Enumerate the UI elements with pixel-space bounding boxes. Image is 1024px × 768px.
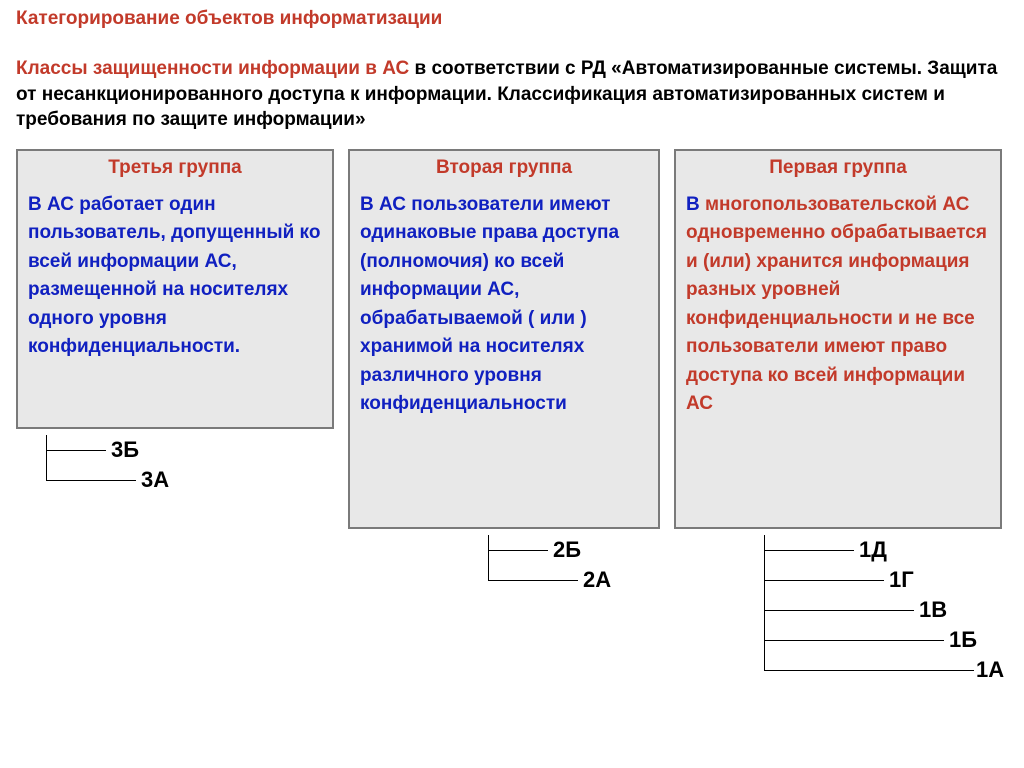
group-1-title: Первая группа bbox=[686, 157, 990, 179]
subclass-label: 1В bbox=[919, 597, 947, 623]
group-2: Вторая группа В АС пользователи имеют од… bbox=[348, 149, 660, 599]
subclass-branch bbox=[764, 670, 974, 671]
subclass-row: 1Д bbox=[674, 535, 1002, 565]
subclass-row: 3А bbox=[16, 465, 334, 495]
group-1-desc-prefix: В bbox=[686, 194, 705, 215]
group-3: Третья группа В АС работает один пользов… bbox=[16, 149, 334, 499]
subtitle: Классы защищенности информации в АС в со… bbox=[16, 56, 1008, 133]
subclass-branch bbox=[46, 480, 136, 481]
group-2-box: Вторая группа В АС пользователи имеют од… bbox=[348, 149, 660, 529]
group-1: Первая группа В многопользовательской АС… bbox=[674, 149, 1002, 689]
group-1-subclasses: 1Д1Г1В1Б 1А bbox=[674, 535, 1002, 689]
group-3-box: Третья группа В АС работает один пользов… bbox=[16, 149, 334, 429]
subclass-row: 1Г bbox=[674, 565, 1002, 595]
groups-container: Третья группа В АС работает один пользов… bbox=[16, 149, 1008, 689]
page-title-text: Категорирование объектов информатизации bbox=[16, 8, 442, 29]
subclass-label: 2А bbox=[583, 567, 611, 593]
group-3-subclasses: 3Б3А bbox=[16, 435, 334, 499]
group-3-desc: В АС работает один пользователь, допущен… bbox=[28, 191, 322, 362]
subclass-label: 1А bbox=[976, 657, 1004, 683]
subclass-row: 1А bbox=[674, 655, 1002, 685]
subclass-row: 1В bbox=[674, 595, 1002, 625]
subclass-label: 3Б bbox=[111, 437, 139, 463]
group-2-subclasses: 2Б2А bbox=[348, 535, 660, 599]
subclass-branch bbox=[764, 550, 854, 551]
subclass-label: 1Д bbox=[859, 537, 887, 563]
subclass-branch bbox=[488, 550, 548, 551]
subclass-label: 1Б bbox=[949, 627, 977, 653]
subclass-branch bbox=[764, 580, 884, 581]
subclass-branch bbox=[764, 610, 914, 611]
subclass-branch bbox=[46, 450, 106, 451]
group-1-desc-main: многопользовательской АС одновременно об… bbox=[686, 194, 987, 415]
subclass-row: 2Б bbox=[348, 535, 660, 565]
subclass-branch bbox=[488, 580, 578, 581]
group-1-box: Первая группа В многопользовательской АС… bbox=[674, 149, 1002, 529]
subclass-row: 2А bbox=[348, 565, 660, 595]
group-3-title: Третья группа bbox=[28, 157, 322, 179]
subtitle-part1: Классы защищенности информации в АС bbox=[16, 58, 414, 79]
subclass-label: 1Г bbox=[889, 567, 914, 593]
page-title: Категорирование объектов информатизации bbox=[16, 8, 1008, 30]
subclass-branch bbox=[764, 640, 944, 641]
subclass-row: 3Б bbox=[16, 435, 334, 465]
group-2-title: Вторая группа bbox=[360, 157, 648, 179]
group-2-desc: В АС пользователи имеют одинаковые права… bbox=[360, 191, 648, 419]
group-1-desc: В многопользовательской АС одновременно … bbox=[686, 191, 990, 419]
subclass-label: 3А bbox=[141, 467, 169, 493]
subclass-label: 2Б bbox=[553, 537, 581, 563]
subclass-row: 1Б bbox=[674, 625, 1002, 655]
